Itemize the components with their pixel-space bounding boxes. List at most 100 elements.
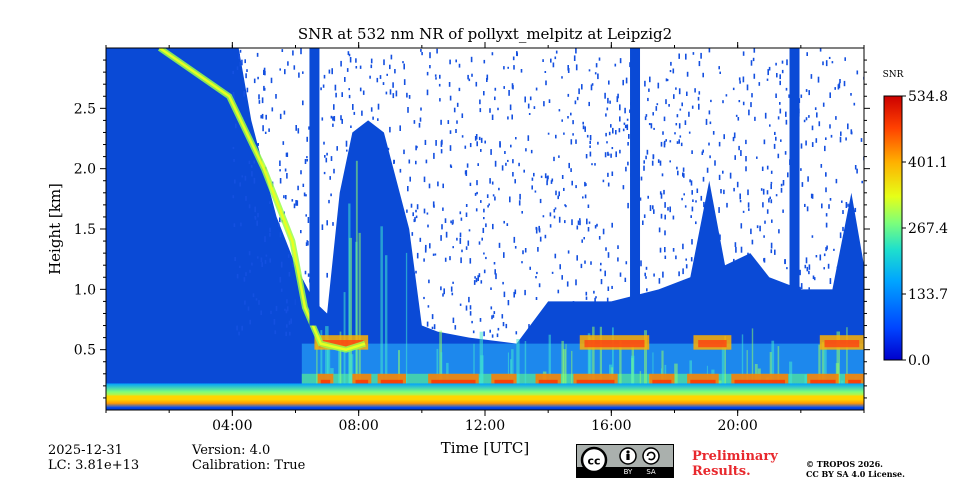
- noise-speckle: [627, 202, 629, 209]
- noise-speckle: [333, 104, 335, 110]
- noise-speckle: [503, 66, 505, 70]
- noise-speckle: [576, 96, 579, 101]
- noise-speckle: [426, 212, 429, 215]
- noise-speckle: [835, 116, 837, 120]
- noise-speckle: [512, 159, 514, 164]
- noise-speckle: [698, 91, 701, 95]
- noise-speckle: [648, 88, 650, 92]
- noise-speckle: [735, 246, 737, 253]
- noise-speckle: [756, 225, 759, 229]
- noise-speckle: [686, 71, 689, 77]
- noise-speckle: [330, 156, 333, 161]
- noise-speckle: [248, 251, 251, 256]
- noise-speckle: [822, 102, 825, 107]
- noise-speckle: [555, 134, 557, 139]
- noise-speckle: [285, 309, 288, 314]
- noise-speckle: [779, 108, 782, 114]
- noise-speckle: [664, 247, 666, 253]
- noise-speckle: [615, 130, 617, 135]
- noise-speckle: [742, 51, 745, 56]
- noise-speckle: [519, 193, 521, 200]
- noise-speckle: [543, 101, 545, 107]
- noise-speckle: [323, 171, 326, 175]
- noise-speckle: [303, 192, 306, 197]
- noise-speckle: [619, 116, 621, 122]
- noise-speckle: [279, 68, 281, 71]
- noise-speckle: [340, 60, 342, 67]
- cloud-streak: [316, 340, 318, 404]
- noise-speckle: [571, 219, 573, 226]
- noise-speckle: [456, 120, 458, 124]
- noise-speckle: [663, 189, 665, 195]
- noise-speckle: [720, 189, 722, 194]
- noise-speckle: [818, 121, 821, 127]
- noise-speckle: [579, 220, 581, 226]
- noise-speckle: [567, 93, 570, 97]
- noise-speckle: [839, 136, 842, 143]
- noise-speckle: [624, 277, 627, 282]
- noise-speckle: [399, 125, 401, 131]
- noise-speckle: [293, 203, 296, 209]
- noise-speckle: [520, 69, 523, 73]
- noise-speckle: [234, 179, 236, 184]
- noise-speckle: [284, 308, 286, 311]
- noise-speckle: [607, 286, 610, 291]
- cc-icon: [580, 446, 608, 474]
- noise-speckle: [269, 227, 271, 233]
- elevated-layer-core: [319, 340, 364, 348]
- noise-speckle: [643, 165, 645, 171]
- noise-speckle: [762, 202, 764, 208]
- noise-speckle: [742, 210, 745, 213]
- noise-speckle: [608, 131, 611, 136]
- noise-speckle: [672, 68, 675, 74]
- noise-speckle: [570, 139, 573, 145]
- noise-speckle: [533, 172, 535, 177]
- noise-speckle: [423, 208, 426, 214]
- axes: 04:00 08:00 12:00 16:00 20:00 0.5 1.0 1.5 2.0 2.5…: [46, 42, 870, 457]
- noise-speckle: [561, 119, 563, 122]
- cloud-streak: [721, 343, 725, 404]
- noise-speckle: [505, 162, 507, 166]
- noise-speckle: [474, 276, 476, 279]
- noise-speckle: [800, 143, 803, 149]
- noise-speckle: [657, 82, 660, 89]
- noise-speckle: [669, 160, 671, 163]
- noise-speckle: [829, 92, 831, 98]
- noise-speckle: [530, 149, 533, 154]
- noise-speckle: [248, 160, 251, 165]
- noise-speckle: [669, 206, 671, 213]
- noise-speckle: [535, 297, 538, 300]
- noise-speckle: [611, 285, 613, 289]
- noise-speckle: [670, 61, 672, 66]
- noise-speckle: [825, 137, 827, 140]
- noise-speckle: [233, 159, 235, 162]
- noise-speckle: [475, 134, 478, 140]
- noise-speckle: [684, 205, 687, 208]
- colorbar-tick-label: 401.1: [908, 155, 948, 171]
- noise-speckle: [808, 115, 810, 118]
- noise-speckle: [591, 163, 593, 166]
- noise-speckle: [584, 260, 586, 264]
- cloud-streak: [836, 331, 840, 404]
- noise-speckle: [279, 276, 282, 283]
- noise-speckle: [770, 184, 772, 190]
- noise-speckle: [494, 196, 496, 201]
- noise-speckle: [465, 204, 468, 207]
- noise-speckle: [263, 87, 266, 91]
- noise-speckle: [279, 232, 282, 238]
- noise-speckle: [678, 53, 680, 59]
- noise-speckle: [455, 59, 457, 63]
- noise-speckle: [645, 266, 648, 270]
- noise-speckle: [329, 176, 331, 180]
- noise-speckle: [767, 69, 769, 76]
- noise-speckle: [297, 128, 300, 134]
- noise-speckle: [669, 140, 672, 143]
- noise-speckle: [607, 172, 609, 177]
- noise-speckle: [825, 222, 828, 228]
- noise-speckle: [386, 73, 388, 76]
- noise-speckle: [461, 113, 464, 118]
- noise-speckle: [675, 255, 677, 260]
- noise-speckle: [647, 195, 649, 199]
- noise-speckle: [407, 186, 409, 192]
- noise-speckle: [423, 176, 426, 183]
